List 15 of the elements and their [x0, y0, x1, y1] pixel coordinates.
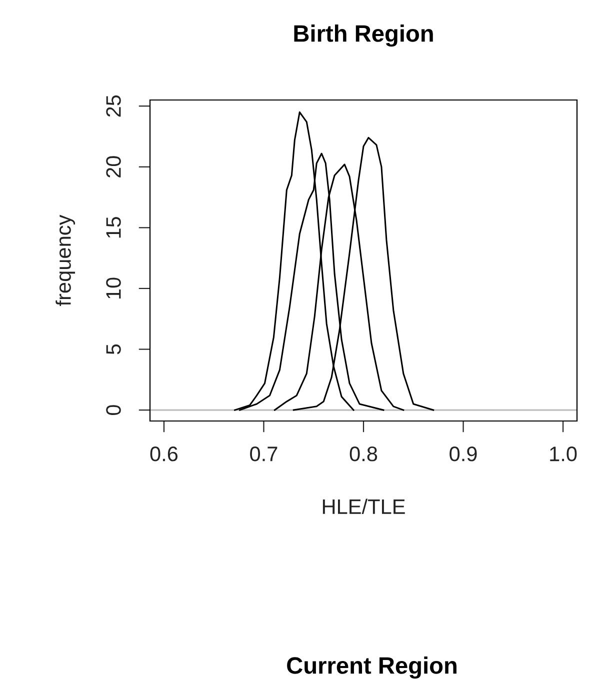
y-axis-title: frequency [56, 214, 76, 306]
x-axis-title: HLE/TLE [322, 498, 405, 514]
y-tick-label: 25 [106, 95, 121, 117]
x-tick-label: 0.9 [450, 446, 477, 462]
x-tick-label: 0.6 [150, 446, 178, 462]
x-tick-label: 0.7 [250, 446, 278, 462]
y-tick-label: 20 [106, 156, 121, 178]
y-tick-label: 10 [106, 278, 121, 298]
y-tick-label: 15 [106, 216, 121, 238]
x-tick-label: 0.8 [350, 446, 378, 462]
text: Current Region [287, 656, 456, 679]
x-tick-label: 1.0 [550, 446, 577, 462]
y-tick-label: 5 [106, 344, 121, 354]
chart-title: Birth Region [294, 24, 433, 47]
y-tick-label: 0 [106, 405, 121, 416]
